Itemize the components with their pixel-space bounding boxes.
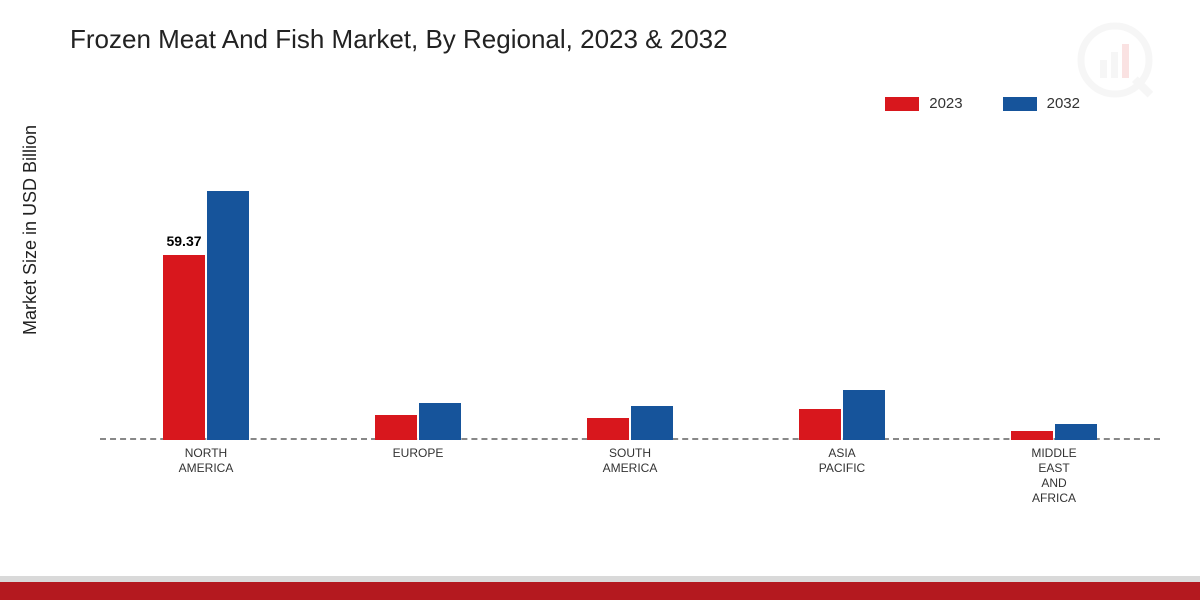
y-axis-label: Market Size in USD Billion	[20, 125, 41, 335]
chart-area: 59.37 NORTHAMERICA EUROPE SOUTHAMERICA ASIA…	[100, 150, 1160, 500]
chart-title: Frozen Meat And Fish Market, By Regional…	[70, 24, 728, 55]
bar-value-label: 59.37	[166, 233, 201, 249]
bar-2032	[207, 191, 249, 440]
bar-2032	[1055, 424, 1097, 440]
bar-2032	[631, 406, 673, 440]
legend-swatch-2023	[885, 97, 919, 111]
bar-2023: 59.37	[163, 255, 205, 440]
bar-group	[348, 403, 488, 440]
x-axis-label: SOUTHAMERICA	[560, 442, 700, 500]
x-axis-label: ASIAPACIFIC	[772, 442, 912, 500]
bar-2023	[375, 415, 417, 440]
bar-2023	[1011, 431, 1053, 440]
legend-label-2023: 2023	[929, 95, 962, 112]
footer-red-bar	[0, 582, 1200, 600]
bar-groups: 59.37	[100, 150, 1160, 440]
x-axis-label: EUROPE	[348, 442, 488, 500]
bar-group	[772, 390, 912, 440]
bar-2032	[843, 390, 885, 440]
watermark-logo-icon	[1070, 20, 1160, 115]
x-axis-label: NORTHAMERICA	[136, 442, 276, 500]
legend-swatch-2032	[1003, 97, 1037, 111]
bar-group	[984, 424, 1124, 440]
bar-2032	[419, 403, 461, 440]
bar-group	[560, 406, 700, 440]
legend-label-2032: 2032	[1047, 95, 1080, 112]
x-axis-label: MIDDLEEASTANDAFRICA	[984, 442, 1124, 500]
bar-group: 59.37	[136, 191, 276, 440]
bar-2023	[587, 418, 629, 440]
legend-item-2032: 2032	[1003, 95, 1080, 112]
bar-2023	[799, 409, 841, 440]
legend: 2023 2032	[885, 95, 1080, 112]
x-axis-labels: NORTHAMERICA EUROPE SOUTHAMERICA ASIAPACIFI…	[100, 442, 1160, 500]
legend-item-2023: 2023	[885, 95, 962, 112]
